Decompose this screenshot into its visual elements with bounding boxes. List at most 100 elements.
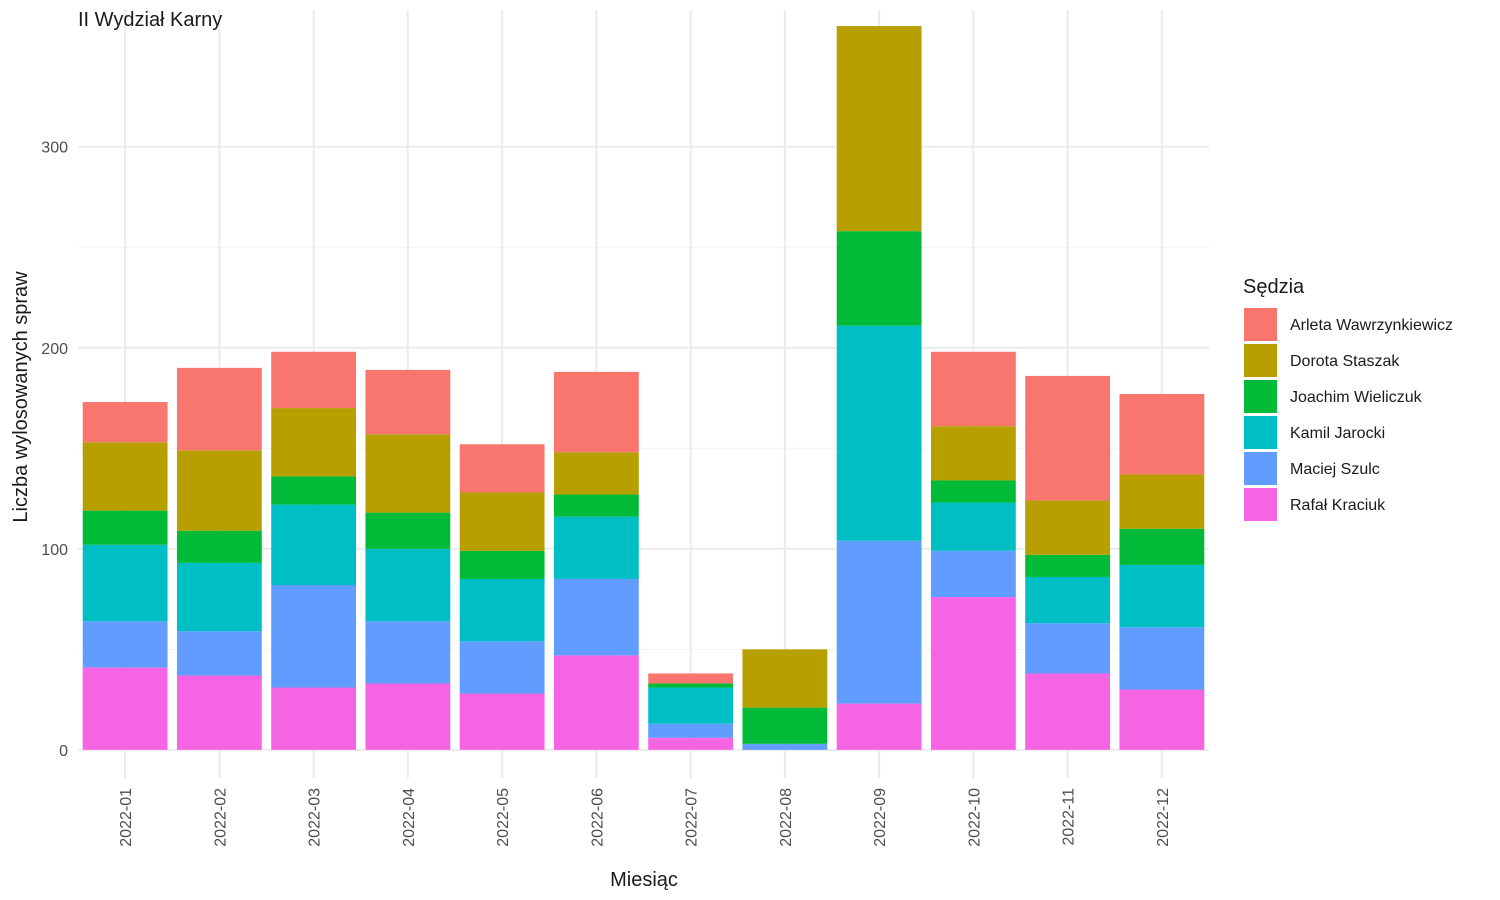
- legend-swatch: [1244, 344, 1277, 377]
- bar-segment: [365, 369, 451, 435]
- bar-segment: [553, 516, 639, 579]
- bar-segment: [648, 687, 734, 724]
- x-tick-label: 2022-08: [778, 788, 795, 847]
- x-tick-label: 2022-02: [212, 788, 229, 847]
- bar-segment: [82, 544, 168, 622]
- y-tick-label: 0: [59, 743, 68, 760]
- y-axis-label: Liczba wylosowanych spraw: [10, 271, 32, 523]
- x-tick-label: 2022-01: [118, 788, 135, 847]
- bar-segment: [1119, 394, 1205, 475]
- bar-segment: [271, 351, 357, 409]
- x-tick-label: 2022-12: [1155, 788, 1172, 847]
- bar-segment: [365, 434, 451, 513]
- bar-segment: [176, 631, 262, 676]
- bar-segment: [1119, 689, 1205, 750]
- bar-segment: [742, 707, 828, 744]
- bar-segment: [1119, 474, 1205, 529]
- bar-segment: [1025, 673, 1111, 750]
- bar-segment: [1025, 623, 1111, 674]
- bar-segment: [176, 450, 262, 531]
- legend-label: Rafał Kraciuk: [1290, 497, 1386, 514]
- legend-title: Sędzia: [1243, 276, 1305, 298]
- bar-segment: [553, 452, 639, 495]
- legend-label: Maciej Szulc: [1290, 461, 1380, 478]
- chart-title: II Wydział Karny: [78, 9, 222, 31]
- bar-segment: [648, 723, 734, 738]
- bar-segment: [82, 621, 168, 668]
- bar-segment: [553, 578, 639, 656]
- x-tick-label: 2022-09: [872, 788, 889, 847]
- bar-segment: [648, 683, 734, 688]
- bar-segment: [176, 367, 262, 451]
- bar-segment: [836, 231, 922, 326]
- bar-segment: [930, 426, 1016, 481]
- bar-segment: [82, 402, 168, 443]
- bar-segment: [82, 442, 168, 511]
- bar-segment: [271, 584, 357, 688]
- bar-segment: [365, 621, 451, 684]
- x-tick-label: 2022-07: [684, 788, 701, 847]
- bar-segment: [742, 649, 828, 708]
- legend-swatch: [1244, 452, 1277, 485]
- bar-segment: [1119, 627, 1205, 690]
- legend-swatch: [1244, 308, 1277, 341]
- bar-segment: [271, 476, 357, 505]
- bar-segment: [459, 444, 545, 493]
- bar-segment: [1025, 375, 1111, 501]
- bar-segment: [459, 641, 545, 694]
- y-axis-ticks: 0 100 200 300: [41, 140, 68, 760]
- bar-segment: [742, 743, 828, 750]
- legend-label: Dorota Staszak: [1290, 353, 1400, 370]
- bar-segment: [176, 562, 262, 632]
- bar-segment: [82, 667, 168, 750]
- bar-segment: [365, 548, 451, 622]
- x-tick-label: 2022-06: [589, 788, 606, 847]
- bars: [82, 26, 1205, 750]
- bar-segment: [1025, 554, 1111, 577]
- bar-segment: [176, 675, 262, 750]
- x-tick-label: 2022-05: [495, 788, 512, 847]
- legend: Sędzia Arleta Wawrzynkiewicz Dorota Stasz…: [1243, 276, 1453, 521]
- bar-segment: [271, 504, 357, 585]
- x-tick-label: 2022-11: [1061, 788, 1078, 846]
- bar-segment: [1025, 500, 1111, 555]
- legend-swatch: [1244, 488, 1277, 521]
- legend-label: Arleta Wawrzynkiewicz: [1290, 317, 1453, 334]
- bar-segment: [836, 26, 922, 232]
- bar-segment: [271, 408, 357, 477]
- x-tick-label: 2022-04: [401, 788, 418, 847]
- bar-segment: [930, 480, 1016, 503]
- bar-segment: [1119, 564, 1205, 628]
- bar-segment: [1025, 576, 1111, 624]
- bar-segment: [836, 325, 922, 541]
- bar-segment: [365, 683, 451, 750]
- bar-segment: [459, 550, 545, 579]
- y-tick-label: 300: [41, 140, 68, 157]
- bar-segment: [176, 530, 262, 563]
- x-tick-label: 2022-03: [307, 788, 324, 847]
- bar-segment: [930, 597, 1016, 750]
- legend-swatch: [1244, 416, 1277, 449]
- bar-segment: [930, 351, 1016, 427]
- bar-segment: [648, 673, 734, 684]
- bar-segment: [836, 540, 922, 704]
- legend-swatch: [1244, 380, 1277, 413]
- bar-segment: [930, 550, 1016, 598]
- bar-segment: [365, 512, 451, 549]
- legend-label: Joachim Wieliczuk: [1290, 389, 1423, 406]
- bar-segment: [459, 492, 545, 551]
- bar-segment: [459, 693, 545, 750]
- bar-segment: [836, 703, 922, 750]
- legend-items: Arleta Wawrzynkiewicz Dorota Staszak Joach…: [1244, 308, 1453, 521]
- bar-segment: [1119, 528, 1205, 565]
- y-tick-label: 200: [41, 341, 68, 358]
- bar-segment: [930, 502, 1016, 551]
- y-tick-label: 100: [41, 542, 68, 559]
- x-axis-label: Miesiąc: [610, 869, 678, 891]
- bar-segment: [553, 655, 639, 750]
- x-axis-ticks: 2022-01 2022-02 2022-03 2022-04 2022-05 2022-…: [118, 788, 1172, 847]
- bar-segment: [82, 510, 168, 545]
- x-tick-label: 2022-10: [966, 788, 983, 847]
- bar-segment: [553, 494, 639, 517]
